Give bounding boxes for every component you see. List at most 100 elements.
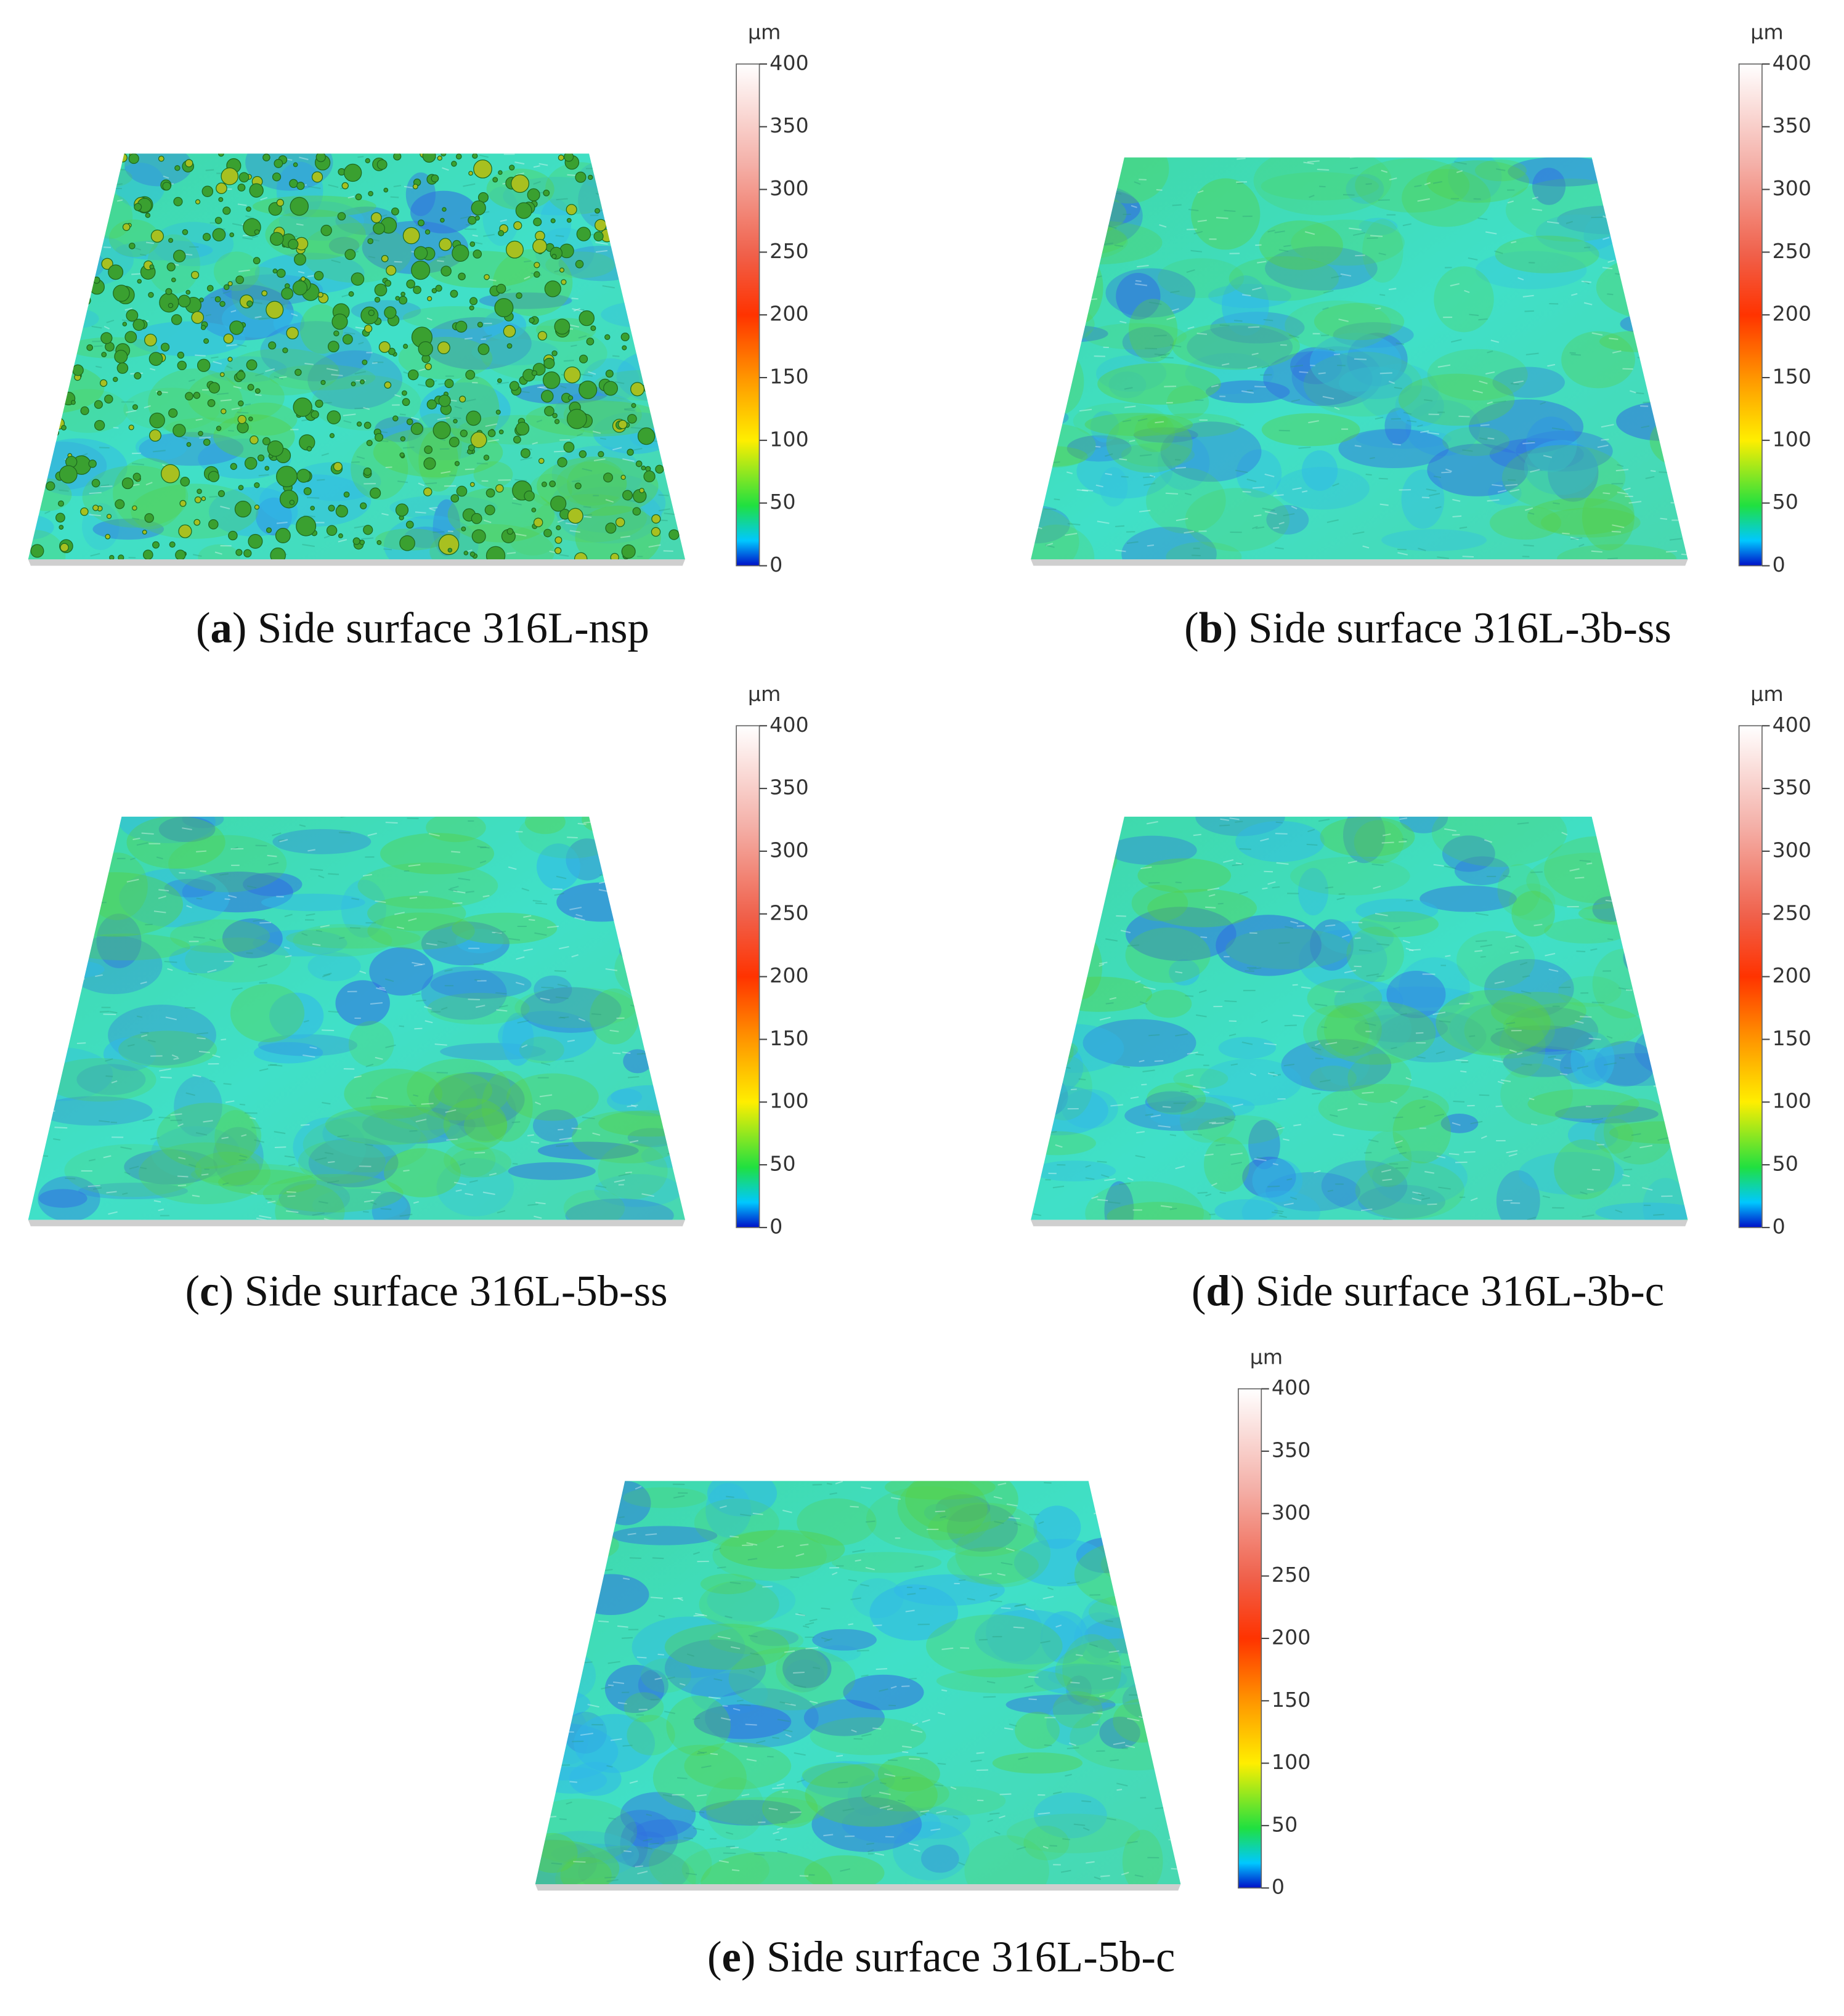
blue-patch: [1031, 185, 1063, 244]
ridge: [1204, 1153, 1214, 1156]
ridge: [1478, 318, 1488, 321]
particle: [660, 277, 668, 286]
ridge: [1452, 1122, 1461, 1126]
ridge: [1205, 906, 1216, 909]
ridge: [209, 496, 218, 498]
particle: [678, 347, 685, 355]
green-patch: [426, 251, 538, 288]
ridge: [667, 340, 680, 342]
ridge: [49, 988, 59, 992]
particle: [418, 219, 425, 227]
particle: [469, 305, 474, 310]
green-patch: [1084, 323, 1187, 350]
ridge: [1135, 283, 1148, 286]
blue-patch: [707, 1579, 796, 1622]
ridge: [1543, 455, 1553, 458]
ridge: [644, 1847, 653, 1850]
ridge: [739, 1513, 752, 1516]
ridge: [328, 873, 339, 875]
particle: [168, 302, 174, 309]
particle: [223, 284, 230, 291]
ridge: [1095, 275, 1102, 278]
ridge: [1622, 1173, 1630, 1178]
green-patch: [481, 1071, 533, 1142]
ridge: [441, 471, 451, 474]
blue-patch: [1054, 267, 1089, 325]
ridge: [1123, 1066, 1130, 1069]
ridge: [720, 1505, 727, 1508]
particle: [641, 465, 646, 471]
ridge: [195, 354, 206, 357]
ridge: [1062, 281, 1074, 285]
ridge: [1115, 525, 1125, 527]
ridge: [1609, 338, 1619, 340]
caption: (b) Side surface 316L-3b-ss: [1184, 604, 1671, 652]
particle: [447, 548, 453, 553]
ridge: [362, 873, 372, 877]
ridge: [450, 886, 459, 889]
ridge: [648, 544, 661, 548]
blue-patch: [1216, 915, 1322, 976]
green-patch: [762, 1789, 818, 1828]
ridge: [1421, 1197, 1431, 1200]
particle: [576, 227, 591, 241]
blue-patch: [1503, 1046, 1586, 1077]
ridge: [429, 508, 436, 511]
ridge: [1168, 1628, 1179, 1630]
ridge: [612, 447, 622, 451]
blue-patch: [1616, 402, 1688, 441]
ridge: [666, 1676, 675, 1680]
particle: [195, 199, 201, 204]
ridge: [1286, 1178, 1293, 1181]
ridge: [752, 1512, 763, 1515]
ridge: [354, 1075, 362, 1079]
ridge: [140, 1034, 148, 1037]
particle: [651, 514, 661, 524]
green-patch: [1464, 1002, 1556, 1059]
ridge: [678, 832, 685, 836]
ridge: [126, 410, 137, 413]
ridge: [1063, 246, 1076, 249]
colorbar-tick-label: 100: [1272, 1750, 1310, 1774]
particle: [268, 341, 277, 350]
particle: [603, 472, 613, 483]
green-patch: [575, 505, 661, 560]
green-patch: [1031, 445, 1088, 467]
ridge: [132, 838, 140, 841]
green-patch: [1147, 413, 1241, 437]
ridge: [1484, 839, 1492, 843]
ridge: [580, 1614, 589, 1617]
green-patch: [1185, 488, 1290, 552]
green-patch: [1649, 413, 1688, 468]
ridge: [1347, 860, 1357, 864]
ridge: [1170, 290, 1180, 293]
ridge: [404, 870, 410, 872]
particle: [57, 407, 63, 413]
ridge: [28, 399, 41, 402]
blue-patch: [115, 240, 213, 261]
ridge: [1683, 886, 1688, 889]
green-patch: [535, 1840, 620, 1884]
particle: [495, 484, 504, 493]
particle: [173, 196, 183, 206]
blue-patch: [1080, 1598, 1120, 1659]
ridge: [1437, 556, 1449, 559]
blue-patch: [1554, 1104, 1659, 1123]
green-patch: [370, 1071, 477, 1131]
ridge: [514, 479, 527, 482]
caption-text: ) Side surface 316L-nsp: [232, 604, 649, 652]
green-patch: [1436, 990, 1551, 1056]
ridge: [1389, 177, 1397, 181]
ridge: [1340, 273, 1352, 277]
particle: [296, 181, 305, 190]
ridge: [897, 1799, 906, 1803]
particle: [564, 366, 581, 384]
particle: [367, 238, 374, 245]
ridge: [1682, 197, 1688, 200]
ridge: [274, 1146, 286, 1149]
ridge: [555, 996, 569, 1000]
particle: [652, 397, 658, 403]
green-patch: [1501, 445, 1626, 511]
ridge: [1038, 1521, 1044, 1524]
ridge: [399, 413, 406, 416]
